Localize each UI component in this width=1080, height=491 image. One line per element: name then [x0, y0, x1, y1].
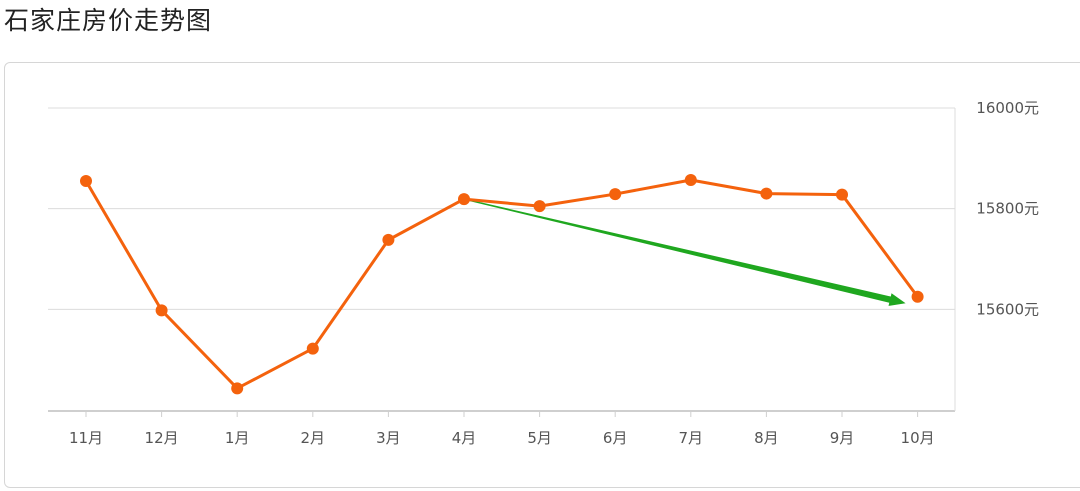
x-tick-label: 12月 — [145, 429, 179, 447]
x-tick-label: 2月 — [301, 429, 326, 447]
data-point — [382, 233, 395, 246]
y-tick-label: 16000元 — [976, 99, 1039, 117]
trend-arrow-layer — [463, 198, 906, 306]
x-tick-label: 3月 — [376, 429, 401, 447]
y-tick-label: 15600元 — [976, 300, 1039, 318]
data-point — [911, 290, 924, 303]
data-point — [760, 187, 773, 200]
data-point — [80, 174, 92, 187]
y-tick-labels: 16000元 15800元 15600元 — [976, 99, 1039, 318]
data-point — [609, 188, 622, 201]
x-tick-label: 5月 — [527, 429, 552, 447]
data-points-layer — [80, 173, 924, 395]
data-point — [684, 173, 697, 186]
x-tick-label: 6月 — [603, 429, 628, 447]
x-tick-label: 11月 — [69, 429, 103, 447]
x-tick-label: 9月 — [830, 429, 855, 447]
data-point — [458, 193, 470, 206]
data-point — [306, 342, 319, 355]
y-tick-label: 15800元 — [976, 200, 1039, 218]
trend-arrow — [463, 198, 906, 306]
x-tick-label: 10月 — [901, 429, 935, 447]
data-point — [533, 200, 546, 213]
series-line-layer — [84, 178, 919, 390]
x-tick-label: 7月 — [679, 429, 704, 447]
axis-layer — [48, 108, 956, 417]
x-tick-label: 4月 — [452, 429, 477, 447]
x-tick-label: 1月 — [225, 429, 250, 447]
page-title: 石家庄房价走势图 — [4, 6, 213, 35]
x-tick-label: 8月 — [754, 429, 779, 447]
data-point — [836, 188, 848, 201]
data-point — [155, 304, 168, 317]
data-point — [231, 382, 244, 395]
series-line — [84, 178, 919, 390]
x-tick-labels: 11月 12月 1月 2月 3月 4月 5月 6月 7月 8月 9月 10月 — [69, 429, 935, 447]
